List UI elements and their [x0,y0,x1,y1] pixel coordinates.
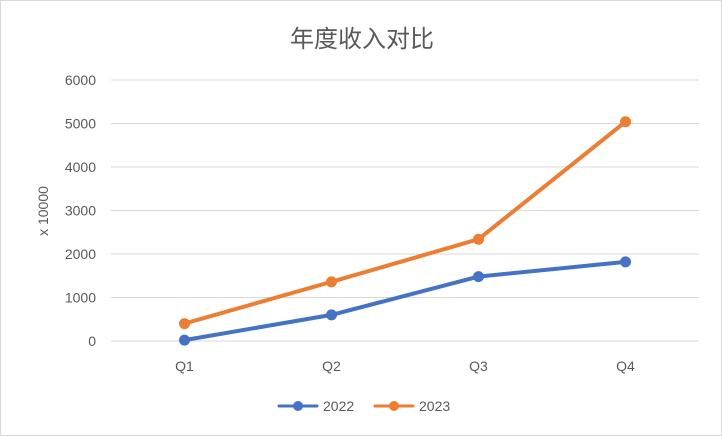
y-tick-label: 5000 [65,116,96,132]
series-line-2023 [182,119,628,326]
y-axis-ticks: 0 1000 2000 3000 4000 5000 6000 [65,72,96,349]
y-axis-label: x 10000 [35,186,51,236]
data-point-2022-Q3 [473,271,484,283]
legend: 2022 2023 [277,398,450,414]
y-tick-label: 2000 [65,246,96,262]
data-point-2023-Q3 [473,233,484,245]
y-tick-label: 1000 [65,290,96,306]
y-tick-label: 6000 [65,72,96,88]
y-tick-label: 4000 [65,159,96,175]
legend-marker-2023 [389,401,399,411]
data-point-2023-Q4 [620,116,631,128]
y-tick-label: 0 [88,333,96,349]
x-tick-label: Q3 [469,358,488,374]
legend-item-2022: 2022 [277,398,354,414]
x-tick-label: Q1 [175,358,194,374]
data-point-2022-Q2 [326,309,337,321]
series-2023 [179,116,631,330]
plot-area [179,116,631,346]
data-point-2022-Q1 [179,334,190,346]
legend-label-2023: 2023 [419,398,450,414]
chart-title: 年度收入对比 [290,25,434,53]
x-axis-ticks: Q1 Q2 Q3 Q4 [175,358,635,374]
legend-marker-2022 [293,401,303,411]
legend-item-2023: 2023 [373,398,450,414]
gridlines [111,79,699,342]
y-tick-label: 3000 [65,203,96,219]
x-tick-label: Q4 [616,358,635,374]
data-point-2022-Q4 [620,256,631,268]
series-line-2022 [182,259,628,343]
data-point-2023-Q1 [179,318,190,330]
data-point-2023-Q2 [326,276,337,288]
x-tick-label: Q2 [322,358,341,374]
legend-label-2022: 2022 [323,398,354,414]
series-2022 [179,256,631,346]
